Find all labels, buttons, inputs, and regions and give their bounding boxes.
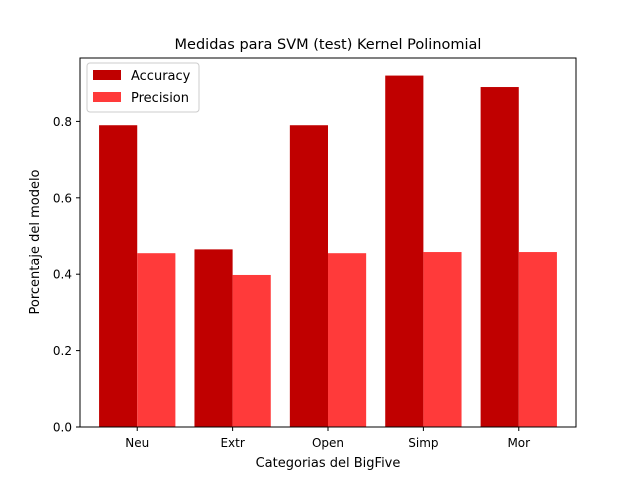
bar-accuracy-open — [289, 125, 328, 428]
bars-group — [99, 75, 557, 428]
bar-accuracy-mor — [480, 87, 519, 427]
y-tick-label: 0.6 — [53, 191, 72, 205]
y-tick-label: 0.8 — [53, 115, 72, 129]
bar-precision-open — [328, 253, 367, 427]
chart-title: Medidas para SVM (test) Kernel Polinomia… — [175, 37, 482, 53]
legend-swatch-accuracy — [93, 70, 121, 80]
x-tick-label-extr: Extr — [220, 436, 244, 450]
x-axis: Neu Extr Open Simp Mor — [125, 427, 530, 450]
y-tick-label: 0.2 — [53, 344, 72, 358]
bar-precision-extr — [232, 274, 271, 427]
x-tick-label-mor: Mor — [507, 436, 530, 450]
bar-accuracy-simp — [385, 75, 424, 428]
bar-precision-neu — [137, 253, 176, 427]
bar-accuracy-extr — [194, 249, 233, 427]
bar-accuracy-neu — [99, 125, 138, 428]
legend-swatch-precision — [93, 92, 121, 102]
legend-label-precision: Precision — [131, 91, 189, 106]
x-axis-label: Categorias del BigFive — [256, 456, 401, 471]
legend-label-accuracy: Accuracy — [131, 69, 191, 84]
x-tick-label-open: Open — [312, 436, 344, 450]
bar-precision-simp — [423, 252, 462, 427]
legend: Accuracy Precision — [86, 62, 200, 113]
bar-precision-mor — [518, 252, 557, 427]
y-tick-label: 0.4 — [53, 268, 72, 282]
x-tick-label-simp: Simp — [408, 436, 438, 450]
y-tick-label: 0.0 — [53, 421, 72, 435]
x-tick-label-neu: Neu — [125, 436, 149, 450]
y-axis: 0.0 0.2 0.4 0.6 0.8 — [53, 115, 80, 435]
y-axis-label: Porcentaje del modelo — [28, 169, 43, 314]
